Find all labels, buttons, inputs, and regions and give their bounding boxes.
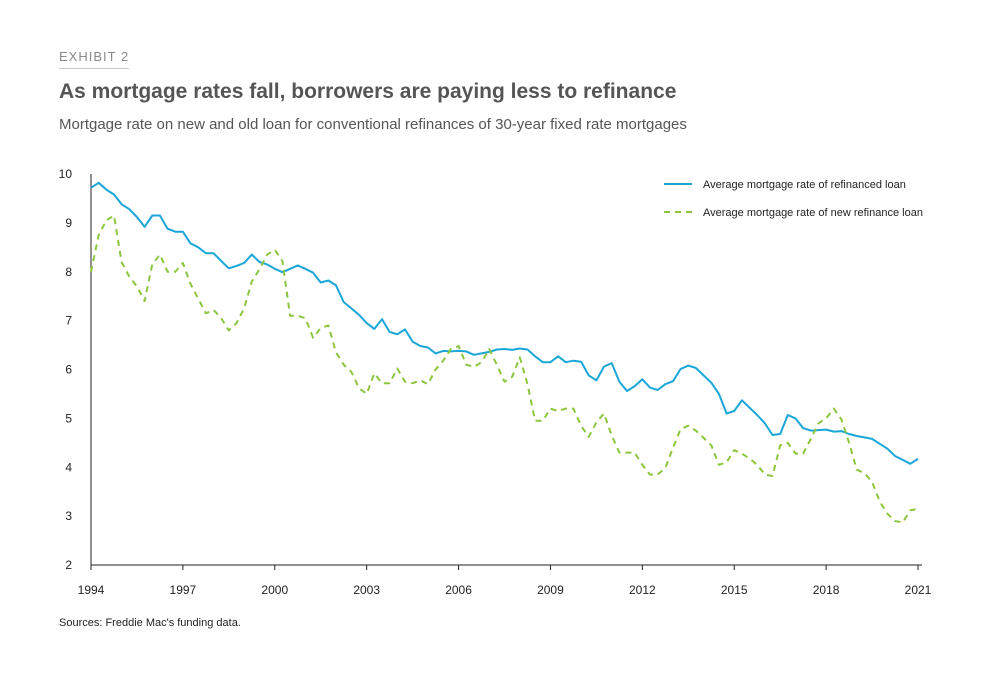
chart-title: As mortgage rates fall, borrowers are pa… bbox=[59, 80, 677, 103]
x-tick-label: 2018 bbox=[813, 583, 840, 597]
y-axis: 2 3 4 5 6 7 8 9 10 bbox=[59, 167, 92, 572]
exhibit-label: EXHIBIT 2 bbox=[59, 49, 130, 69]
x-tick-label: 2000 bbox=[261, 583, 288, 597]
x-tick-label: 1994 bbox=[78, 583, 105, 597]
legend-label: Average mortgage rate of new refinance l… bbox=[703, 207, 923, 219]
series-layer bbox=[90, 181, 919, 524]
chart-subtitle: Mortgage rate on new and old loan for co… bbox=[59, 116, 687, 133]
y-tick-label: 10 bbox=[59, 167, 73, 181]
x-tick-label: 2006 bbox=[445, 583, 472, 597]
y-tick-label: 3 bbox=[65, 509, 72, 523]
x-tick-label: 1997 bbox=[170, 583, 197, 597]
legend-label: Average mortgage rate of refinanced loan bbox=[703, 179, 906, 191]
y-tick-label: 7 bbox=[65, 314, 72, 328]
y-tick-label: 6 bbox=[65, 363, 72, 377]
x-tick-label: 2009 bbox=[537, 583, 564, 597]
x-axis: 1994 1997 2000 2003 2006 2009 2012 2015 2018 2021 bbox=[78, 564, 932, 597]
y-tick-label: 9 bbox=[65, 216, 72, 230]
x-tick-label: 2021 bbox=[905, 583, 932, 597]
y-tick-label: 5 bbox=[65, 411, 72, 425]
series-line-refinanced-loan bbox=[90, 181, 919, 465]
x-tick-label: 2015 bbox=[721, 583, 748, 597]
y-tick-label: 8 bbox=[65, 265, 72, 279]
legend: Average mortgage rate of refinanced loan… bbox=[664, 179, 923, 219]
y-tick-label: 2 bbox=[65, 558, 72, 572]
series-line-new-refinance-loan bbox=[90, 214, 919, 524]
source-note: Sources: Freddie Mac's funding data. bbox=[59, 617, 241, 629]
y-tick-label: 4 bbox=[65, 460, 72, 474]
x-tick-label: 2012 bbox=[629, 583, 656, 597]
x-tick-label: 2003 bbox=[353, 583, 380, 597]
